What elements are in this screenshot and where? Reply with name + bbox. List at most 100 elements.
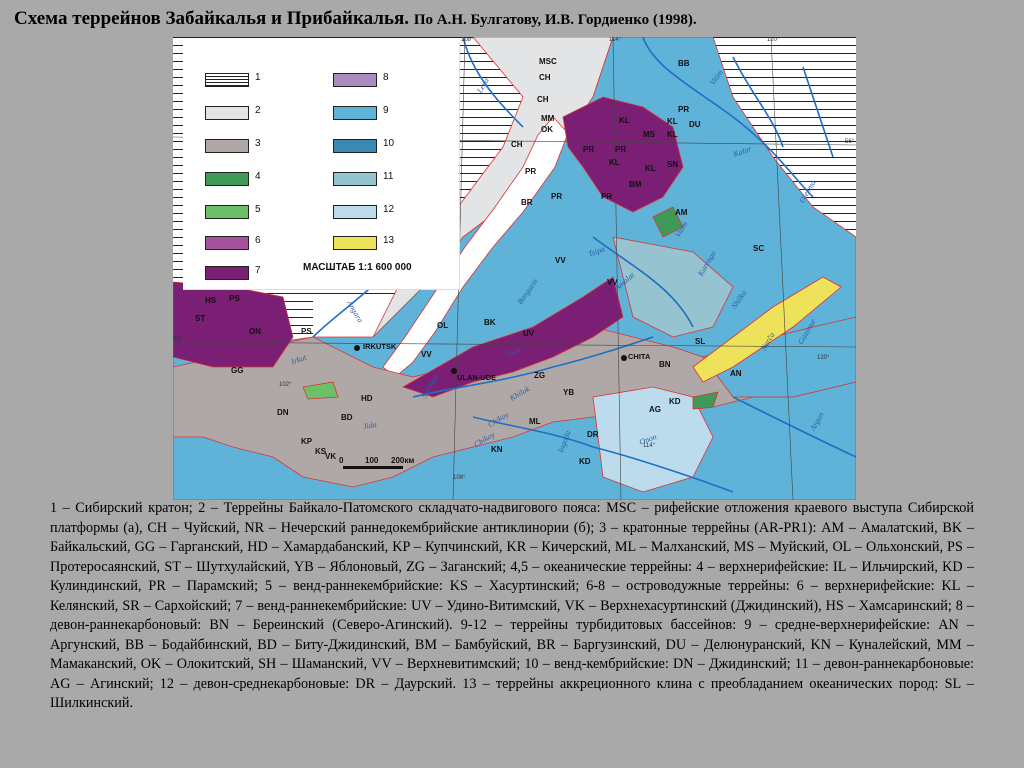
terrane-label: CH [537,95,549,104]
terrane-label: SL [695,337,706,346]
page-title: Схема террейнов Забайкалья и Прибайкалья… [14,8,1014,30]
legend-swatch [205,106,249,120]
legend-swatch [333,73,377,87]
terrane-label: PR [678,105,690,114]
terrane-label: AM [675,208,688,217]
city-label-chita: CHITA [628,352,651,361]
terrane-label: PR [615,145,627,154]
legend-num: 8 [383,72,389,83]
coord-label: 102° [279,382,292,388]
terrane-label: BM [629,180,642,189]
legend-num: 6 [255,235,261,246]
coord-label: 120° [767,37,780,43]
terrane-label: KL [667,117,678,126]
terrane-label: DU [689,120,701,129]
terrane-label: MM [541,114,555,123]
legend-num: 7 [255,265,261,276]
legend-swatch [333,139,377,153]
terrane-label: BK [484,318,496,327]
lake-baikal [382,116,569,378]
terrane-map: 1 2 3 4 5 6 7 8 [173,37,856,500]
legend-num: 9 [383,105,389,116]
terrane-label: PS [301,327,312,336]
terrane-label: PR [601,192,613,201]
terrane-label: AG [649,405,661,414]
legend-num: 11 [383,171,394,182]
terrane-label: CH [539,73,551,82]
terrane-label: KD [669,397,681,406]
city-label-irkutsk: IRKUTSK [363,342,397,351]
terrane-label: UV [523,329,535,338]
legend-swatch [333,172,377,186]
map-graphic [173,37,856,500]
scale-bar-line [343,466,403,469]
terrane-label: ON [249,327,261,336]
legend-swatch [205,205,249,219]
terrane-label: BB [678,59,690,68]
legend-num: 5 [255,204,261,215]
terrane-label: YB [563,388,575,397]
city-label-ulan-ude: ULAN-UDE [457,373,497,382]
legend-num: 3 [255,138,261,149]
terrane-label: CH [511,140,523,149]
terrane-label: KP [301,437,313,446]
scale-bar: 0 100 200км [339,456,429,498]
legend-caption: 1 – Сибирский кратон; 2 – Террейны Байка… [50,500,974,711]
legend-swatch [333,106,377,120]
legend-num: 2 [255,105,261,116]
terrane-label: DR [587,430,599,439]
terrane-label: ST [195,314,206,323]
terrane-label: PS [229,294,240,303]
legend-swatch [333,205,377,219]
terrane-label: AN [730,369,742,378]
terrane-label: OL [437,321,449,330]
coord-label: 52° [173,337,183,343]
terrane-label: OK [541,125,553,134]
legend-num: 1 [255,72,261,83]
terrane-label: ML [529,417,541,426]
terrane-label: MS [643,130,655,139]
terrane-label: PR [583,145,595,154]
terrane-label: KN [491,445,503,454]
legend-num: 10 [383,138,395,149]
title-main: Схема террейнов Забайкалья и Прибайкалья… [14,8,410,29]
terrane-label: KL [667,130,678,139]
legend-swatch [205,266,249,280]
coord-label: 56° [845,139,855,145]
legend-swatch [205,236,249,250]
terrane-label: BD [341,413,353,422]
terrane-label: SN [667,160,679,169]
terrane-label: VK [325,452,337,461]
terrane-label: KL [645,164,656,173]
coord-label: 108° [453,475,466,481]
coord-label: 108° [461,37,474,43]
terrane-label: PR [525,167,537,176]
terrane-label: KL [609,158,620,167]
terrane-label: DN [277,408,289,417]
terrane-label: PR [551,192,563,201]
legend-num: 4 [255,171,261,182]
terrane-label: SC [753,244,765,253]
terrane-label: VV [607,278,618,287]
terrane-label: HD [361,394,373,403]
terrane-label: KS [315,447,327,456]
terrane-label: BR [521,198,533,207]
legend-scale: МАСШТАБ 1:1 600 000 [303,262,412,273]
legend-swatch [205,73,249,87]
title-sub: По А.Н. Булгатову, И.В. Гордиенко (1998)… [413,12,697,28]
terrane-label: BN [659,360,671,369]
terrane-label: KL [619,116,630,125]
legend-swatch [205,139,249,153]
coord-label: 120° [817,355,830,361]
terrane-label: VV [421,350,432,359]
map-legend: 1 2 3 4 5 6 7 8 [183,43,460,290]
terrane-label: KD [579,457,591,466]
coord-label: 114° [643,443,655,449]
scale-tick: 0 [339,456,344,465]
legend-num: 13 [383,235,395,246]
terrane-label: ZG [534,371,546,380]
terrane-label: HS [205,296,217,305]
legend-num: 12 [383,204,395,215]
terrane-label: MSC [539,57,557,66]
terrane-label: VV [555,256,566,265]
